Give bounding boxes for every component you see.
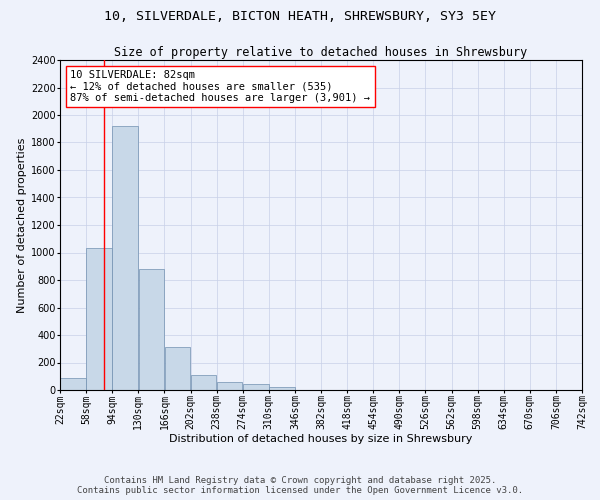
Title: Size of property relative to detached houses in Shrewsbury: Size of property relative to detached ho… xyxy=(115,46,527,59)
Bar xyxy=(217,382,242,390)
Text: Contains HM Land Registry data © Crown copyright and database right 2025.
Contai: Contains HM Land Registry data © Crown c… xyxy=(77,476,523,495)
Bar xyxy=(112,126,138,390)
Bar xyxy=(164,346,190,390)
Text: 10, SILVERDALE, BICTON HEATH, SHREWSBURY, SY3 5EY: 10, SILVERDALE, BICTON HEATH, SHREWSBURY… xyxy=(104,10,496,23)
Text: 10 SILVERDALE: 82sqm
← 12% of detached houses are smaller (535)
87% of semi-deta: 10 SILVERDALE: 82sqm ← 12% of detached h… xyxy=(70,70,370,103)
Bar xyxy=(191,375,217,390)
Y-axis label: Number of detached properties: Number of detached properties xyxy=(17,138,27,312)
Bar xyxy=(60,378,86,390)
Bar xyxy=(139,269,164,390)
Bar xyxy=(269,387,295,390)
X-axis label: Distribution of detached houses by size in Shrewsbury: Distribution of detached houses by size … xyxy=(169,434,473,444)
Bar xyxy=(243,384,269,390)
Bar xyxy=(86,248,112,390)
